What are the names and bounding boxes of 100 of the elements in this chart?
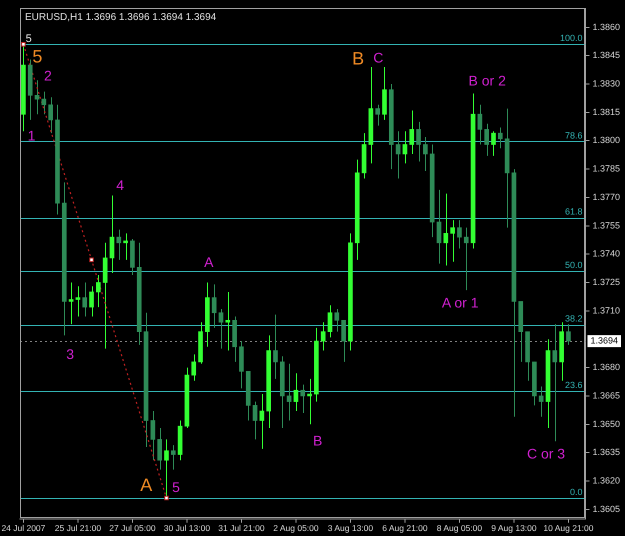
y-tick-label: 1.3800 — [592, 135, 620, 146]
point — [21, 42, 26, 47]
candlestick — [286, 363, 292, 421]
candlestick — [457, 220, 462, 249]
x-tick-label: 25 Jul 21:00 — [54, 523, 102, 534]
y-tick-label: 1.3785 — [592, 164, 620, 174]
candlestick — [538, 386, 544, 418]
candlestick — [76, 286, 80, 318]
candlestick — [82, 282, 88, 318]
candlestick — [307, 378, 312, 425]
candlestick — [416, 121, 421, 162]
point — [164, 496, 169, 500]
x-tick-label: 6 Aug 21:00 — [382, 523, 428, 534]
candlestick — [273, 314, 278, 380]
annotation: 3 — [66, 346, 74, 362]
candlestick — [498, 126, 503, 149]
annotation: B or 2 — [468, 72, 506, 88]
candlestick — [443, 193, 448, 266]
candlestick — [294, 372, 298, 412]
y-tick-label: 1.3845 — [592, 50, 620, 60]
annotation: A — [140, 475, 152, 496]
y-tick-label: 1.3815 — [592, 106, 620, 117]
y-tick-label: 1.3770 — [592, 192, 620, 202]
candlestick — [478, 104, 482, 146]
annotation: 5 — [32, 46, 42, 67]
x-tick-label: 2 Aug 05:00 — [273, 523, 319, 534]
candlestick — [464, 227, 469, 291]
x-tick-label: 8 Aug 05:00 — [436, 523, 482, 534]
annotation: A — [204, 254, 214, 270]
annotation: 5 — [26, 33, 32, 46]
candlestick — [116, 229, 122, 260]
x-tick-label: 31 Jul 21:00 — [218, 523, 265, 534]
candlestick — [68, 282, 74, 325]
x-tick-label: 24 Jul 2007 — [1, 523, 46, 534]
candlestick — [252, 401, 258, 440]
annotation: A or 1 — [442, 294, 479, 310]
candlestick — [191, 354, 196, 382]
ref-line-label: 38.2 — [564, 314, 582, 324]
ref-line-label: 1.3694 — [590, 336, 618, 346]
candlestick — [450, 220, 455, 262]
x-tick-label: 27 Jul 05:00 — [109, 523, 156, 534]
annotation: C or 3 — [526, 446, 566, 462]
y-tick-label: 1.3860 — [592, 22, 620, 32]
x-tick-label: 9 Aug 13:00 — [491, 523, 537, 534]
candlestick — [436, 189, 442, 264]
candlestick — [110, 195, 114, 274]
y-tick-label: 1.3650 — [592, 418, 620, 429]
y-tick-label: 1.3755 — [592, 220, 620, 230]
ref-line-label: 100.0 — [560, 33, 582, 44]
annotation: 4 — [116, 176, 124, 193]
candlestick — [402, 130, 408, 164]
candlestick — [566, 324, 571, 346]
x-tick-label: 10 Aug 21:00 — [543, 523, 594, 534]
candlestick — [341, 320, 346, 362]
candlestick — [123, 232, 128, 260]
candlestick — [157, 428, 162, 470]
annotation: 1 — [28, 128, 36, 144]
y-tick-label: 1.3635 — [592, 447, 620, 458]
candlestick — [170, 444, 176, 470]
x-tick-label: 30 Jul 13:00 — [164, 523, 210, 534]
ref-line-label: 78.6 — [564, 130, 582, 140]
candlestick — [34, 80, 40, 115]
y-tick-label: 1.3605 — [592, 504, 620, 514]
point — [89, 258, 94, 262]
y-tick-label: 1.3620 — [592, 475, 620, 486]
candlestick — [42, 91, 46, 115]
candlestick — [48, 96, 53, 134]
candlestick — [396, 130, 400, 180]
candlestick — [491, 130, 496, 156]
y-tick-label: 1.3740 — [592, 248, 620, 259]
y-tick-label: 1.3680 — [592, 362, 620, 372]
candlestick — [225, 291, 230, 352]
candlestick — [409, 110, 414, 154]
ref-line-label: 0.0 — [570, 486, 582, 497]
annotation: B — [312, 432, 322, 449]
annotation: 5 — [172, 479, 180, 496]
candlestick — [375, 104, 380, 126]
candlestick — [96, 274, 101, 308]
candlestick — [150, 410, 156, 461]
ref-line-label: 50.0 — [564, 260, 582, 270]
candlestick — [334, 308, 340, 332]
ref-line-label: 61.8 — [564, 206, 582, 217]
annotation: C — [373, 50, 384, 66]
chart-title: EURUSD,H1 1.3696 1.3696 1.3694 1.3694 — [25, 12, 217, 24]
annotation: B — [352, 48, 364, 69]
candlestick — [320, 322, 326, 352]
y-tick-label: 1.3665 — [592, 390, 620, 400]
candlestick — [552, 324, 558, 442]
candlestick — [260, 394, 264, 450]
candlestick — [328, 304, 332, 338]
x-tick-label: 3 Aug 13:00 — [328, 523, 374, 534]
candlestick — [212, 284, 216, 328]
candlestick — [89, 286, 94, 318]
annotation: 2 — [44, 67, 52, 84]
candlestick — [300, 384, 306, 414]
y-tick-label: 1.3725 — [592, 276, 620, 287]
candlestick — [484, 123, 490, 156]
y-tick-label: 1.3710 — [592, 305, 620, 316]
ref-line-label: 23.6 — [564, 380, 582, 390]
y-tick-label: 1.3830 — [592, 78, 620, 88]
